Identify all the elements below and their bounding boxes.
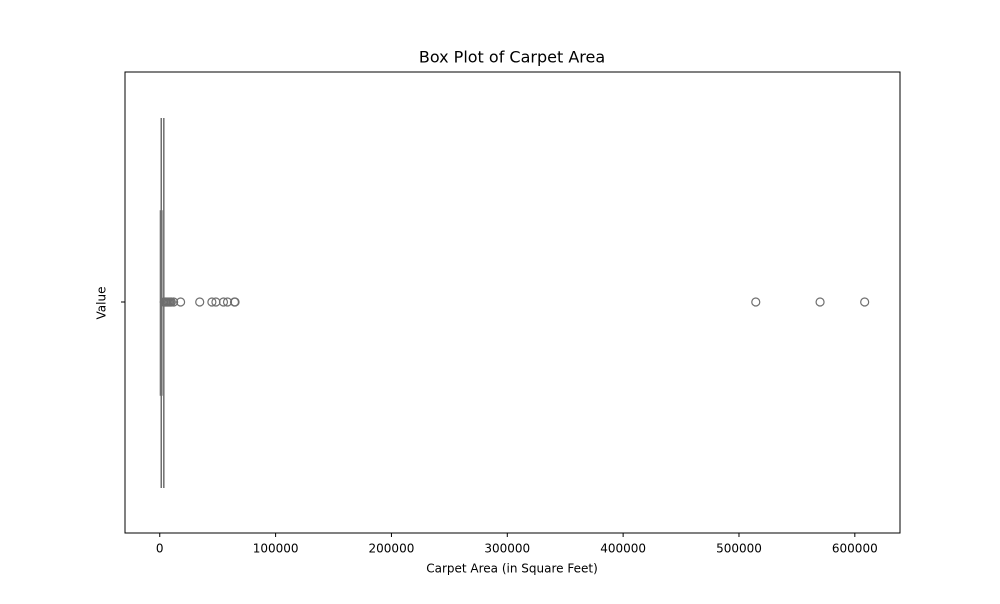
x-axis-label: Carpet Area (in Square Feet) [426,562,598,576]
outlier [815,297,825,307]
x-tick-label: 0 [156,542,164,556]
x-tick-label: 100000 [253,542,299,556]
plot-frame [124,71,901,534]
chart-title: Box Plot of Carpet Area [419,48,605,67]
x-tick-label: 500000 [716,542,762,556]
outlier [860,297,870,307]
y-axis-label: Value [95,287,109,320]
outlier [169,297,179,307]
x-tick-label: 400000 [600,542,646,556]
outlier [218,297,229,307]
outlier [207,297,217,307]
outlier [751,297,761,307]
outlier [230,297,240,307]
x-tick-label: 200000 [369,542,415,556]
x-tick-label: 600000 [832,542,878,556]
x-tick-label: 300000 [484,542,530,556]
outlier [195,297,205,307]
outlier [166,297,176,307]
outlier [176,297,186,307]
